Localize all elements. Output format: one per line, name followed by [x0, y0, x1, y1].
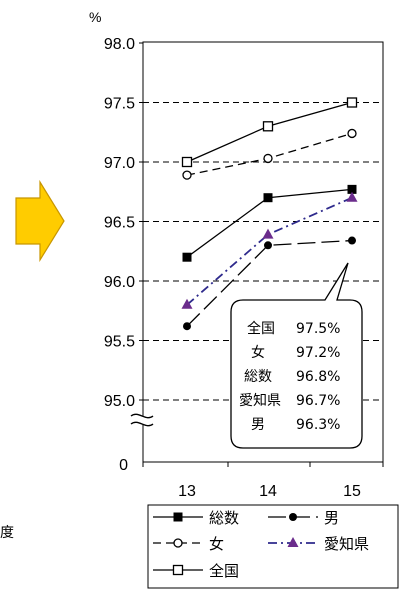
callout-series-name: 男	[251, 417, 265, 433]
legend-marker	[173, 538, 183, 548]
data-point	[181, 156, 193, 168]
legend-label: 愛知県	[324, 535, 369, 553]
series-line	[186, 101, 353, 163]
series-1	[183, 236, 356, 331]
series-4	[181, 97, 358, 168]
x-tick-label: 13	[178, 483, 196, 500]
plot-area	[142, 41, 384, 463]
legend-label: 男	[324, 509, 339, 527]
y-tick-label: 98.0	[104, 36, 135, 53]
data-point	[348, 236, 356, 245]
data-point	[346, 191, 358, 202]
data-point	[262, 228, 274, 239]
data-point	[264, 241, 272, 250]
legend-marker	[173, 512, 183, 522]
data-point	[347, 184, 357, 194]
arrow-icon	[15, 179, 65, 263]
callout-series-value: 97.5%	[296, 321, 340, 337]
data-point	[263, 193, 273, 203]
series-line	[186, 196, 353, 306]
y-axis-unit-label: %	[89, 9, 101, 25]
data-point	[181, 298, 193, 309]
y-tick-label: 95.0	[104, 393, 135, 410]
legend-item: 全国	[153, 562, 239, 580]
data-point	[182, 170, 192, 180]
axis-break-icon	[130, 413, 154, 427]
series-2	[182, 128, 357, 180]
legend-marker	[287, 537, 299, 547]
y-tick-label: 96.0	[104, 274, 135, 291]
data-point	[347, 128, 357, 139]
legend-label: 全国	[209, 562, 239, 580]
y-tick-label: 97.5	[104, 96, 135, 113]
legend-label: 総数	[209, 509, 239, 527]
series-0	[182, 184, 357, 262]
series-line	[186, 239, 353, 327]
y-tick-label: 96.5	[104, 215, 135, 232]
x-tick-label: 14	[259, 483, 277, 500]
series-group	[181, 97, 358, 331]
y-tick-labels: 98.0 97.5 97.0 96.5 96.0 95.5 95.0 0	[104, 36, 135, 474]
callout-series-name: 全国	[247, 320, 275, 337]
x-tick-labels: 13 14 15	[178, 483, 361, 500]
data-point	[263, 153, 273, 164]
x-tick-label: 15	[343, 483, 361, 500]
axes	[134, 41, 384, 467]
legend-item: 女	[153, 535, 224, 553]
y-tick-label-zero: 0	[119, 457, 128, 474]
legend-item: 男	[268, 509, 339, 527]
data-point	[183, 322, 191, 331]
legend-item: 愛知県	[268, 535, 369, 553]
callout-series-value: 96.8%	[296, 369, 340, 385]
callout-series-value: 96.7%	[296, 393, 340, 409]
legend-item: 総数	[153, 509, 239, 527]
y-tick-label: 95.5	[104, 334, 135, 351]
data-point	[182, 252, 192, 262]
data-point	[346, 97, 358, 108]
legend-marker	[172, 564, 184, 576]
data-point	[262, 121, 274, 132]
callout-box: 全国 97.5% 女 97.2% 総数 96.8% 愛知県 96.7% 男 96.3%	[230, 262, 363, 449]
callout-series-name: 女	[251, 344, 265, 361]
legend-label: 女	[209, 535, 224, 553]
legend-marker	[289, 513, 297, 521]
series-3	[181, 191, 358, 309]
callout-series-name: 総数	[244, 369, 272, 385]
left-edge-label: 度	[0, 524, 14, 540]
callout-series-name: 愛知県	[239, 392, 281, 409]
y-tick-label: 97.0	[104, 155, 135, 172]
callout-series-value: 96.3%	[296, 417, 340, 433]
callout-series-value: 97.2%	[296, 345, 340, 361]
